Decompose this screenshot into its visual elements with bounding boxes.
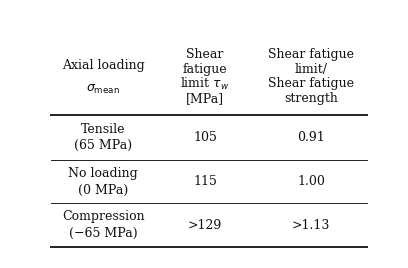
Text: Axial loading: Axial loading <box>62 59 144 72</box>
Text: fatigue: fatigue <box>183 63 228 76</box>
Text: >129: >129 <box>188 219 222 232</box>
Text: 0.91: 0.91 <box>297 131 325 144</box>
Text: 1.00: 1.00 <box>297 175 325 188</box>
Text: Shear fatigue: Shear fatigue <box>268 48 354 61</box>
Text: limit $\tau_w$: limit $\tau_w$ <box>180 76 230 92</box>
Text: limit/: limit/ <box>295 63 328 76</box>
Text: Tensile
(65 MPa): Tensile (65 MPa) <box>74 123 132 152</box>
Text: Compression
(−65 MPa): Compression (−65 MPa) <box>62 210 144 240</box>
Text: [MPa]: [MPa] <box>186 92 224 105</box>
Text: No loading
(0 MPa): No loading (0 MPa) <box>68 167 138 196</box>
Text: Shear: Shear <box>186 48 224 61</box>
Text: strength: strength <box>284 92 338 105</box>
Text: 105: 105 <box>193 131 217 144</box>
Text: Shear fatigue: Shear fatigue <box>268 77 354 91</box>
Text: $\sigma_\mathrm{mean}$: $\sigma_\mathrm{mean}$ <box>86 83 120 96</box>
Text: >1.13: >1.13 <box>292 219 330 232</box>
Text: 115: 115 <box>193 175 217 188</box>
